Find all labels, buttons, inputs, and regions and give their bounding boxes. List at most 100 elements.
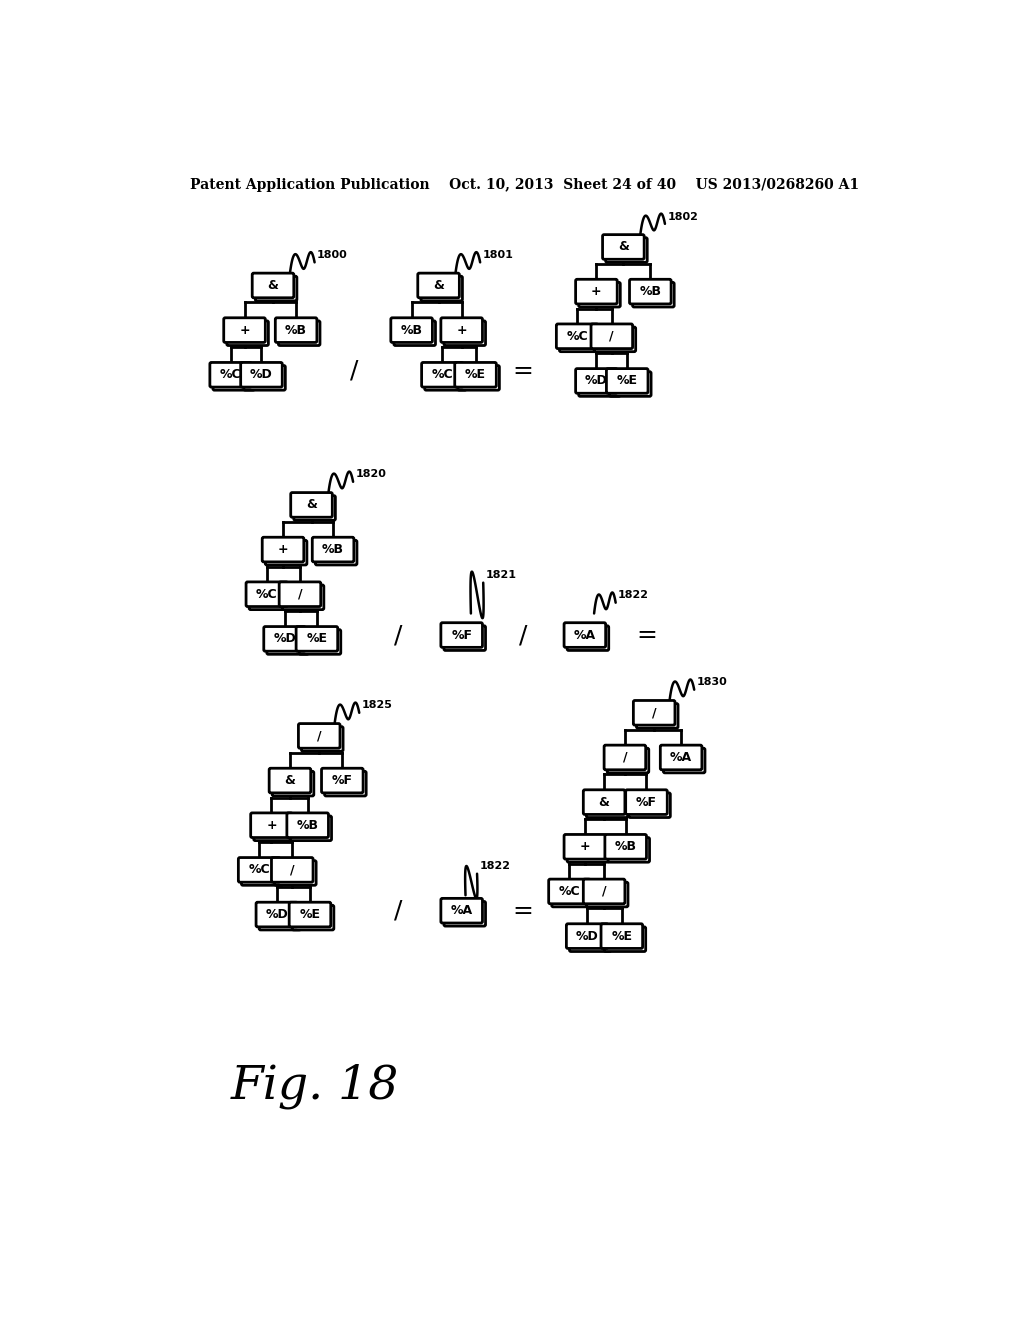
Text: 1802: 1802 <box>668 211 698 222</box>
FancyBboxPatch shape <box>252 273 294 298</box>
FancyBboxPatch shape <box>455 363 497 387</box>
FancyBboxPatch shape <box>241 363 283 387</box>
FancyBboxPatch shape <box>272 771 313 796</box>
Text: %F: %F <box>332 774 353 787</box>
Text: %C: %C <box>559 884 581 898</box>
Text: %D: %D <box>265 908 288 921</box>
FancyBboxPatch shape <box>239 858 280 882</box>
FancyBboxPatch shape <box>213 366 255 391</box>
FancyBboxPatch shape <box>441 899 482 923</box>
FancyBboxPatch shape <box>605 834 646 859</box>
FancyBboxPatch shape <box>605 238 647 263</box>
Text: %B: %B <box>639 285 662 298</box>
FancyBboxPatch shape <box>279 321 319 346</box>
FancyBboxPatch shape <box>594 327 636 351</box>
Text: %D: %D <box>250 368 272 381</box>
Text: /: / <box>316 730 322 742</box>
FancyBboxPatch shape <box>274 861 316 886</box>
FancyBboxPatch shape <box>394 321 435 346</box>
Text: =: = <box>636 623 657 647</box>
FancyBboxPatch shape <box>290 816 332 841</box>
FancyBboxPatch shape <box>584 879 625 904</box>
Text: +: + <box>278 543 289 556</box>
FancyBboxPatch shape <box>566 924 608 949</box>
FancyBboxPatch shape <box>608 838 649 862</box>
FancyBboxPatch shape <box>444 626 485 651</box>
Text: /: / <box>298 587 302 601</box>
Text: +: + <box>457 323 467 337</box>
Text: &: & <box>267 279 279 292</box>
Text: 1822: 1822 <box>479 862 510 871</box>
FancyBboxPatch shape <box>591 323 633 348</box>
FancyBboxPatch shape <box>226 321 268 346</box>
Text: /: / <box>623 751 628 764</box>
FancyBboxPatch shape <box>556 323 598 348</box>
Text: 1800: 1800 <box>316 249 348 260</box>
FancyBboxPatch shape <box>630 280 671 304</box>
FancyBboxPatch shape <box>604 927 646 952</box>
FancyBboxPatch shape <box>567 626 608 651</box>
FancyBboxPatch shape <box>283 585 324 610</box>
FancyBboxPatch shape <box>425 366 466 391</box>
FancyBboxPatch shape <box>322 768 364 793</box>
Text: /: / <box>394 623 402 647</box>
Text: 1830: 1830 <box>696 677 727 688</box>
FancyBboxPatch shape <box>251 813 292 838</box>
Text: &: & <box>599 796 609 809</box>
FancyBboxPatch shape <box>312 537 354 562</box>
FancyBboxPatch shape <box>601 924 643 949</box>
Text: %E: %E <box>616 375 638 388</box>
Text: 1821: 1821 <box>485 570 516 581</box>
Text: &: & <box>433 279 444 292</box>
FancyBboxPatch shape <box>606 368 648 393</box>
FancyBboxPatch shape <box>299 630 341 655</box>
Text: 1820: 1820 <box>355 470 386 479</box>
FancyBboxPatch shape <box>287 813 329 838</box>
FancyBboxPatch shape <box>280 582 321 607</box>
FancyBboxPatch shape <box>587 882 628 907</box>
FancyBboxPatch shape <box>267 630 308 655</box>
FancyBboxPatch shape <box>271 858 313 882</box>
Text: %A: %A <box>451 904 473 917</box>
FancyBboxPatch shape <box>254 816 295 841</box>
Text: %B: %B <box>297 818 318 832</box>
FancyBboxPatch shape <box>262 537 304 562</box>
Text: 1801: 1801 <box>482 249 513 260</box>
Text: Fig. 18: Fig. 18 <box>230 1064 399 1109</box>
FancyBboxPatch shape <box>298 723 340 748</box>
Text: %C: %C <box>249 863 270 876</box>
Text: /: / <box>609 330 614 343</box>
FancyBboxPatch shape <box>567 838 608 862</box>
FancyBboxPatch shape <box>569 927 611 952</box>
Text: %D: %D <box>273 632 296 645</box>
Text: /: / <box>652 706 656 719</box>
FancyBboxPatch shape <box>660 744 701 770</box>
FancyBboxPatch shape <box>301 726 343 751</box>
FancyBboxPatch shape <box>294 496 336 520</box>
FancyBboxPatch shape <box>552 882 593 907</box>
FancyBboxPatch shape <box>315 540 357 565</box>
Text: /: / <box>349 359 358 383</box>
Text: /: / <box>394 899 402 923</box>
FancyBboxPatch shape <box>292 906 334 929</box>
Text: %B: %B <box>285 323 307 337</box>
FancyBboxPatch shape <box>249 585 291 610</box>
FancyBboxPatch shape <box>609 372 651 396</box>
Text: %B: %B <box>614 841 637 853</box>
FancyBboxPatch shape <box>634 701 675 725</box>
FancyBboxPatch shape <box>259 906 301 929</box>
FancyBboxPatch shape <box>418 273 460 298</box>
FancyBboxPatch shape <box>264 627 305 651</box>
FancyBboxPatch shape <box>584 789 625 814</box>
FancyBboxPatch shape <box>244 366 286 391</box>
FancyBboxPatch shape <box>422 363 463 387</box>
FancyBboxPatch shape <box>559 327 601 351</box>
Text: /: / <box>519 623 527 647</box>
Text: +: + <box>591 285 602 298</box>
FancyBboxPatch shape <box>291 492 333 517</box>
FancyBboxPatch shape <box>564 834 605 859</box>
FancyBboxPatch shape <box>575 368 617 393</box>
Text: %B: %B <box>323 543 344 556</box>
Text: %B: %B <box>400 323 423 337</box>
FancyBboxPatch shape <box>633 282 674 308</box>
